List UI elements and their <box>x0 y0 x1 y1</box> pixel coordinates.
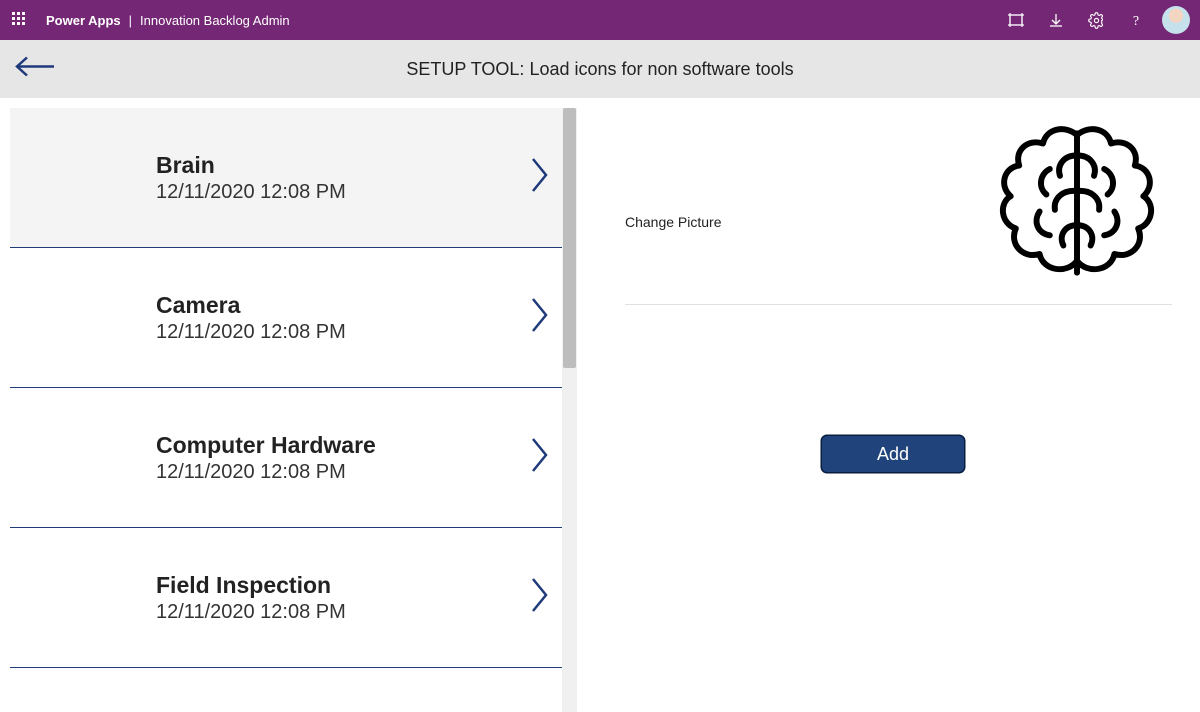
add-button-row: Add <box>625 435 1172 473</box>
user-avatar[interactable] <box>1162 6 1190 34</box>
list-item[interactable]: Brain12/11/2020 12:08 PM <box>10 108 562 248</box>
list-scrollbar[interactable] <box>562 108 577 712</box>
item-list: Brain12/11/2020 12:08 PMCamera12/11/2020… <box>10 108 562 668</box>
list-item-title: Computer Hardware <box>156 432 530 459</box>
chevron-right-icon <box>530 576 550 619</box>
svg-text:?: ? <box>1133 14 1139 28</box>
chevron-right-icon <box>530 436 550 479</box>
top-bar: Power Apps | Innovation Backlog Admin ? <box>0 0 1200 40</box>
chevron-right-icon <box>530 156 550 199</box>
title-separator: | <box>129 13 132 28</box>
list-item[interactable]: Field Inspection12/11/2020 12:08 PM <box>10 528 562 668</box>
page-subheader: SETUP TOOL: Load icons for non software … <box>0 40 1200 98</box>
list-pane: Brain12/11/2020 12:08 PMCamera12/11/2020… <box>0 98 577 712</box>
help-icon[interactable]: ? <box>1116 0 1156 40</box>
list-item-timestamp: 12/11/2020 12:08 PM <box>156 601 530 624</box>
change-picture-row: Change Picture <box>625 108 1172 305</box>
list-item-timestamp: 12/11/2020 12:08 PM <box>156 461 530 484</box>
chevron-right-icon <box>530 296 550 339</box>
content-area: Brain12/11/2020 12:08 PMCamera12/11/2020… <box>0 98 1200 712</box>
app-name: Innovation Backlog Admin <box>140 13 290 28</box>
back-button[interactable] <box>14 56 56 83</box>
add-button[interactable]: Add <box>821 435 965 473</box>
product-name: Power Apps <box>46 13 121 28</box>
scrollbar-thumb[interactable] <box>563 108 576 368</box>
download-icon[interactable] <box>1036 0 1076 40</box>
page-title: SETUP TOOL: Load icons for non software … <box>406 59 793 80</box>
list-item-timestamp: 12/11/2020 12:08 PM <box>156 181 530 204</box>
settings-icon[interactable] <box>1076 0 1116 40</box>
list-item-timestamp: 12/11/2020 12:08 PM <box>156 321 530 344</box>
list-item[interactable]: Camera12/11/2020 12:08 PM <box>10 248 562 388</box>
list-item-title: Field Inspection <box>156 572 530 599</box>
brain-icon <box>992 118 1162 288</box>
list-item[interactable]: Computer Hardware12/11/2020 12:08 PM <box>10 388 562 528</box>
icon-preview[interactable] <box>982 108 1172 298</box>
list-item-title: Brain <box>156 152 530 179</box>
list-item-title: Camera <box>156 292 530 319</box>
app-launcher-icon[interactable] <box>12 12 28 28</box>
fit-to-screen-icon[interactable] <box>996 0 1036 40</box>
change-picture-label[interactable]: Change Picture <box>625 214 722 230</box>
detail-pane: Change Picture <box>577 98 1200 712</box>
